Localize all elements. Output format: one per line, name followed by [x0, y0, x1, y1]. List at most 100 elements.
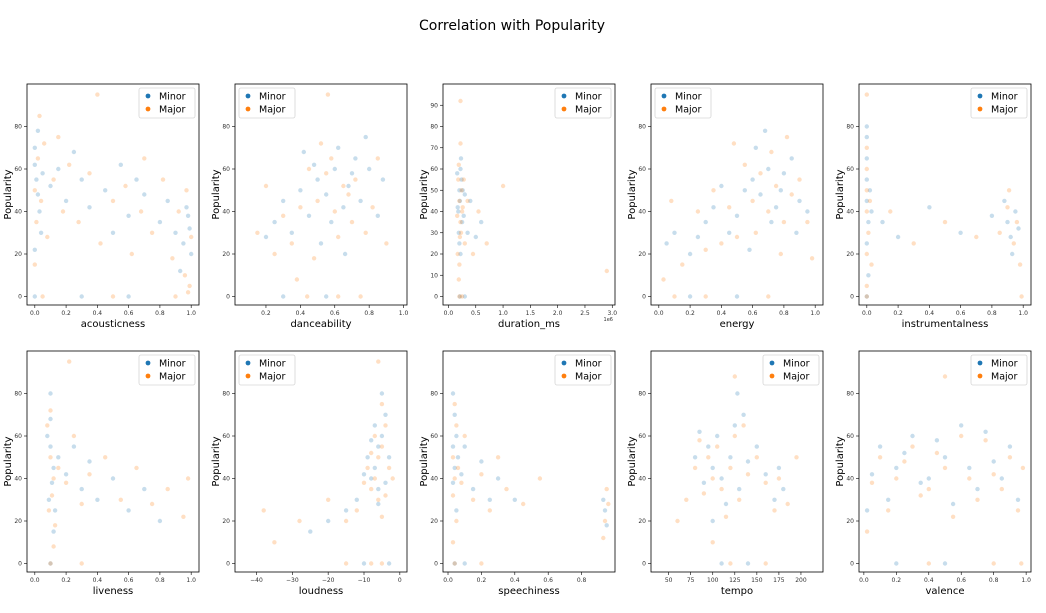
point-minor: [1016, 226, 1021, 231]
point-major: [325, 92, 331, 97]
point-minor: [454, 433, 459, 439]
legend-marker-minor: [145, 93, 151, 99]
y-tick-label: 20: [638, 251, 646, 258]
point-minor: [983, 429, 988, 434]
point-major: [384, 241, 389, 246]
x-offset-label: 1e6: [604, 317, 613, 323]
point-minor: [687, 294, 693, 299]
point-major: [336, 294, 341, 299]
point-major: [869, 262, 874, 267]
subplot-acousticness: 0.0 0.2 0.4 0.6 0.8 1.0 0 20 40 60 80 acousticness P…: [3, 83, 200, 330]
legend-box: [970, 354, 1028, 386]
point-minor: [894, 561, 899, 566]
point-major: [680, 262, 685, 267]
legend-marker-minor: [977, 360, 983, 366]
point-major: [457, 294, 462, 299]
y-axis-label: Popularity: [3, 436, 14, 486]
x-axis-label: acousticness: [81, 319, 145, 330]
point-minor: [487, 497, 492, 502]
point-major: [261, 508, 266, 513]
point-minor: [697, 429, 702, 434]
x-tick-label: 0.2: [685, 310, 695, 317]
x-tick-label: −20: [322, 577, 335, 584]
point-major: [349, 219, 355, 225]
point-minor: [1015, 497, 1021, 502]
point-minor: [942, 561, 948, 566]
legend: Minor Major: [762, 354, 820, 386]
point-minor: [458, 166, 463, 172]
point-minor: [184, 205, 189, 210]
point-minor: [470, 486, 476, 492]
point-minor: [737, 486, 742, 492]
legend-marker-major: [661, 106, 667, 112]
point-minor: [110, 476, 116, 481]
point-major: [864, 283, 869, 289]
point-minor: [741, 412, 746, 417]
point-minor: [71, 444, 77, 449]
point-minor: [927, 205, 932, 210]
point-minor: [354, 497, 359, 502]
point-major: [967, 476, 972, 481]
point-major: [504, 486, 509, 492]
x-tick-label: −40: [250, 577, 263, 584]
x-tick-label: 0.6: [956, 310, 966, 317]
point-major: [456, 277, 461, 282]
point-major: [63, 480, 69, 485]
point-major: [294, 277, 300, 282]
point-major: [455, 213, 460, 218]
x-tick-label: 0.0: [30, 577, 40, 584]
point-major: [272, 251, 277, 257]
point-major: [1014, 219, 1020, 225]
point-minor: [727, 230, 732, 235]
point-minor: [52, 508, 58, 513]
point-minor: [462, 294, 467, 299]
point-major: [306, 166, 312, 172]
point-minor: [732, 423, 737, 428]
point-minor: [185, 213, 191, 218]
point-major: [386, 465, 392, 471]
point-major: [864, 209, 869, 214]
x-tick-label: 0.4: [925, 310, 935, 317]
legend-marker-minor: [561, 93, 567, 99]
legend-marker-major: [977, 373, 983, 379]
point-major: [376, 359, 381, 364]
point-minor: [864, 156, 869, 161]
point-major: [877, 455, 883, 460]
point-minor: [867, 188, 873, 193]
point-minor: [723, 501, 729, 507]
x-tick-label: 0.6: [124, 310, 134, 317]
legend: Minor Major: [970, 87, 1028, 119]
y-tick-label: 40: [846, 476, 854, 483]
point-major: [379, 444, 385, 449]
y-tick-label: 60: [638, 433, 646, 440]
y-tick-label: 40: [222, 476, 230, 483]
point-major: [272, 540, 277, 545]
point-major: [1011, 241, 1016, 246]
point-major: [182, 273, 188, 278]
y-tick-label: 60: [222, 433, 230, 440]
point-major: [34, 219, 39, 225]
legend-marker-minor: [245, 360, 251, 366]
point-major: [255, 230, 260, 235]
point-minor: [56, 455, 61, 460]
y-tick-label: 30: [430, 230, 438, 237]
x-tick-label: −10: [358, 577, 371, 584]
plot-area: [234, 350, 408, 573]
plot-area: [858, 350, 1032, 573]
point-minor: [975, 486, 980, 492]
y-tick-label: 0: [434, 561, 438, 568]
point-minor: [51, 529, 56, 534]
point-minor: [63, 472, 69, 477]
point-minor: [48, 183, 53, 189]
x-tick-label: −30: [286, 577, 299, 584]
y-axis-label: Popularity: [835, 169, 846, 219]
point-minor: [934, 438, 940, 443]
point-major: [1007, 455, 1013, 460]
subplot-grid: 0.0 0.2 0.4 0.6 0.8 1.0 0 20 40 60 80 acousticness P…: [3, 83, 1032, 597]
x-tick-label: 0.4: [93, 577, 103, 584]
point-major: [118, 497, 124, 502]
point-major: [701, 491, 707, 496]
scatter-points: [255, 92, 389, 299]
point-major: [42, 141, 47, 146]
point-major: [864, 529, 870, 534]
